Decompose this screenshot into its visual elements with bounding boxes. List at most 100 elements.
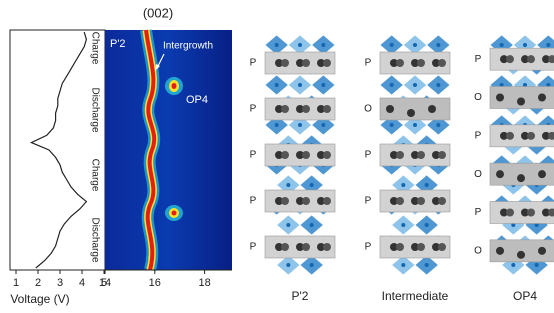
- sodium-ion: [396, 197, 404, 205]
- sodium-ion: [396, 243, 404, 251]
- metal-ion: [286, 223, 290, 227]
- sodium-ion: [323, 243, 331, 251]
- metal-ion: [546, 43, 550, 47]
- sodium-ion: [517, 174, 525, 182]
- layer-label: P: [365, 58, 372, 69]
- sodium-ion: [396, 59, 404, 67]
- op4-peak-core: [172, 211, 177, 216]
- sodium-ion: [527, 55, 535, 63]
- x-tick-label: 1: [13, 277, 19, 289]
- layer-label: P: [475, 207, 482, 218]
- metal-ion: [436, 123, 440, 127]
- sodium-ion: [323, 151, 331, 159]
- layer-label: P: [475, 54, 482, 65]
- sodium-ion: [281, 151, 289, 159]
- layer-label: P: [250, 242, 257, 253]
- sodium-ion: [496, 247, 504, 255]
- layer-label: O: [474, 169, 482, 180]
- metal-ion: [390, 83, 394, 87]
- sodium-ion: [417, 151, 425, 159]
- metal-ion: [298, 43, 302, 47]
- structure-name: P'2: [292, 289, 309, 303]
- sodium-ion: [323, 59, 331, 67]
- x-tick-label: 4: [79, 277, 85, 289]
- sodium-ion: [323, 105, 331, 113]
- metal-ion: [310, 223, 314, 227]
- metal-ion: [436, 83, 440, 87]
- metal-ion: [321, 43, 325, 47]
- sodium-ion: [281, 197, 289, 205]
- metal-ion: [321, 123, 325, 127]
- sodium-ion: [323, 197, 331, 205]
- sodium-ion: [302, 243, 310, 251]
- layer-label: P: [475, 130, 482, 141]
- metal-ion: [286, 263, 290, 267]
- segment-label: Discharge: [89, 217, 100, 262]
- sodium-ion: [417, 243, 425, 251]
- x-tick-label: 3: [57, 277, 63, 289]
- metal-ion: [275, 83, 279, 87]
- x-tick-label: 16: [149, 277, 161, 289]
- xrd-map: [105, 30, 232, 270]
- sodium-ion: [527, 132, 535, 140]
- segment-label: Charge: [89, 32, 100, 65]
- metal-ion: [321, 83, 325, 87]
- segment-label: Discharge: [89, 87, 100, 132]
- sodium-ion: [417, 59, 425, 67]
- metal-ion: [413, 43, 417, 47]
- annotation: Intergrowth: [163, 41, 213, 52]
- layer-label: P: [365, 242, 372, 253]
- metal-ion: [511, 263, 515, 267]
- metal-ion: [500, 43, 504, 47]
- layer-label: P: [365, 150, 372, 161]
- metal-ion: [436, 43, 440, 47]
- segment-label: Charge: [89, 159, 100, 192]
- layer-label: P: [365, 196, 372, 207]
- layer-label: O: [364, 104, 372, 115]
- layer-label: P: [250, 104, 257, 115]
- figure: (002) P'2 Intergrowth OP4 Voltage (V) 12…: [0, 0, 554, 313]
- sodium-ion: [281, 59, 289, 67]
- sodium-ion: [517, 251, 525, 259]
- metal-ion: [413, 123, 417, 127]
- sodium-ion: [538, 170, 546, 178]
- metal-ion: [425, 263, 429, 267]
- layer-label: P: [250, 196, 257, 207]
- layer-label: P: [250, 150, 257, 161]
- layer-label: O: [474, 245, 482, 256]
- metal-ion: [425, 223, 429, 227]
- metal-ion: [275, 123, 279, 127]
- sodium-ion: [496, 94, 504, 102]
- sodium-ion: [506, 55, 514, 63]
- sodium-ion: [438, 151, 446, 159]
- metal-ion: [390, 123, 394, 127]
- sodium-ion: [302, 59, 310, 67]
- metal-ion: [298, 83, 302, 87]
- metal-ion: [310, 183, 314, 187]
- structure-name: OP4: [513, 289, 537, 303]
- layer-label: O: [474, 92, 482, 103]
- metal-ion: [523, 43, 527, 47]
- metal-ion: [535, 263, 539, 267]
- sodium-ion: [538, 94, 546, 102]
- annotation: P'2: [110, 38, 126, 50]
- structure-name: Intermediate: [382, 289, 449, 303]
- metal-ion: [401, 183, 405, 187]
- metal-ion: [413, 83, 417, 87]
- sodium-ion: [417, 197, 425, 205]
- x-tick-label: 18: [198, 277, 210, 289]
- metal-ion: [310, 263, 314, 267]
- annotation: OP4: [186, 94, 208, 106]
- metal-ion: [275, 43, 279, 47]
- sodium-ion: [506, 132, 514, 140]
- sodium-ion: [396, 151, 404, 159]
- sodium-ion: [302, 197, 310, 205]
- sodium-ion: [281, 243, 289, 251]
- x-tick-label: 14: [99, 277, 111, 289]
- metal-ion: [401, 263, 405, 267]
- page: (002) P'2 Intergrowth OP4 Voltage (V) 12…: [0, 0, 554, 313]
- voltage-curve: [31, 32, 86, 268]
- sodium-ion: [428, 105, 436, 113]
- sodium-ion: [407, 109, 415, 117]
- sodium-ion: [386, 105, 394, 113]
